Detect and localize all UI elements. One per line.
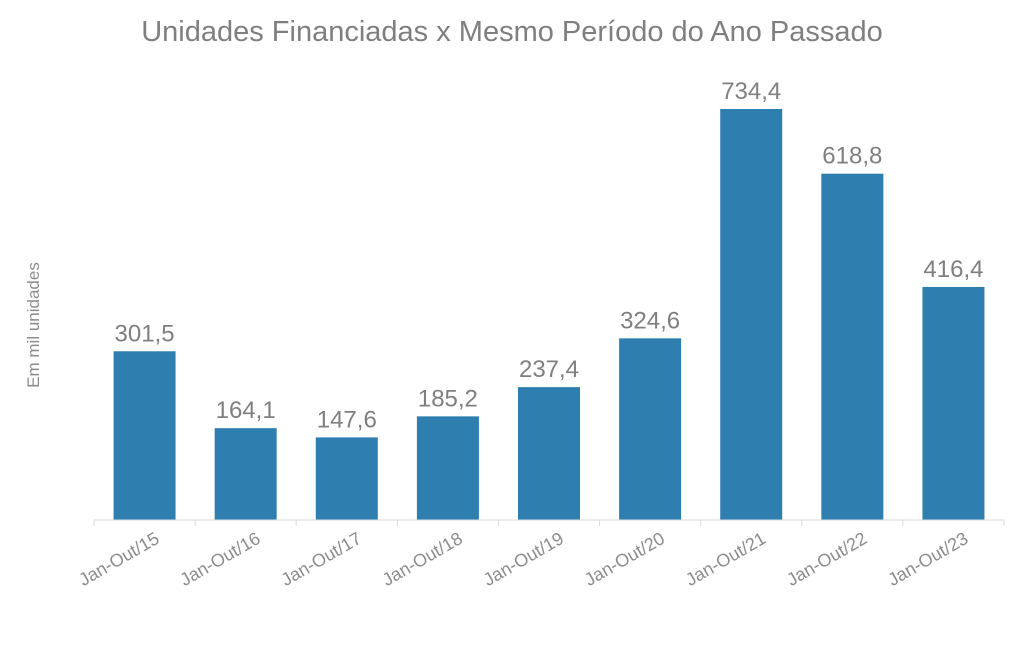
data-label-6: 734,4 [721,78,781,105]
chart-title: Unidades Financiadas x Mesmo Período do … [141,16,883,48]
bar-3 [416,416,479,520]
bar-5 [619,338,682,520]
bar-2 [315,437,378,520]
data-label-1: 164,1 [216,397,276,424]
x-tick-labels-group: Jan-Out/15 Jan-Out/16 Jan-Out/17 Jan-Out/18… [75,528,971,590]
x-tick-label-8: Jan-Out/23 [884,528,971,590]
data-label-8: 416,4 [923,256,983,283]
bar-4 [518,387,580,520]
x-tick-label-1: Jan-Out/16 [177,528,264,590]
bar-0 [113,351,176,520]
bar-1 [214,428,277,520]
bar-6 [720,109,783,520]
y-axis-label: Em mil unidades [24,262,43,388]
data-label-7: 618,8 [822,143,882,170]
x-tick-label-2: Jan-Out/17 [278,528,365,590]
data-labels-group: 301,5 164,1 147,6 185,2 237,4 324,6 734,4 618,8… [115,78,984,433]
bar-8 [922,286,985,520]
bar-7 [821,173,884,520]
data-label-3: 185,2 [418,385,478,412]
x-tick-label-6: Jan-Out/21 [682,528,769,590]
data-label-4: 237,4 [519,356,579,383]
x-axis [93,519,1005,526]
x-tick-label-0: Jan-Out/15 [75,528,162,590]
data-label-0: 301,5 [115,320,175,347]
bars-group [113,109,985,520]
data-label-2: 147,6 [317,406,377,433]
x-tick-label-3: Jan-Out/18 [379,528,466,590]
x-tick-label-5: Jan-Out/20 [581,528,668,590]
x-tick-label-7: Jan-Out/22 [783,528,870,590]
x-tick-label-4: Jan-Out/19 [480,528,567,590]
data-label-5: 324,6 [620,307,680,334]
